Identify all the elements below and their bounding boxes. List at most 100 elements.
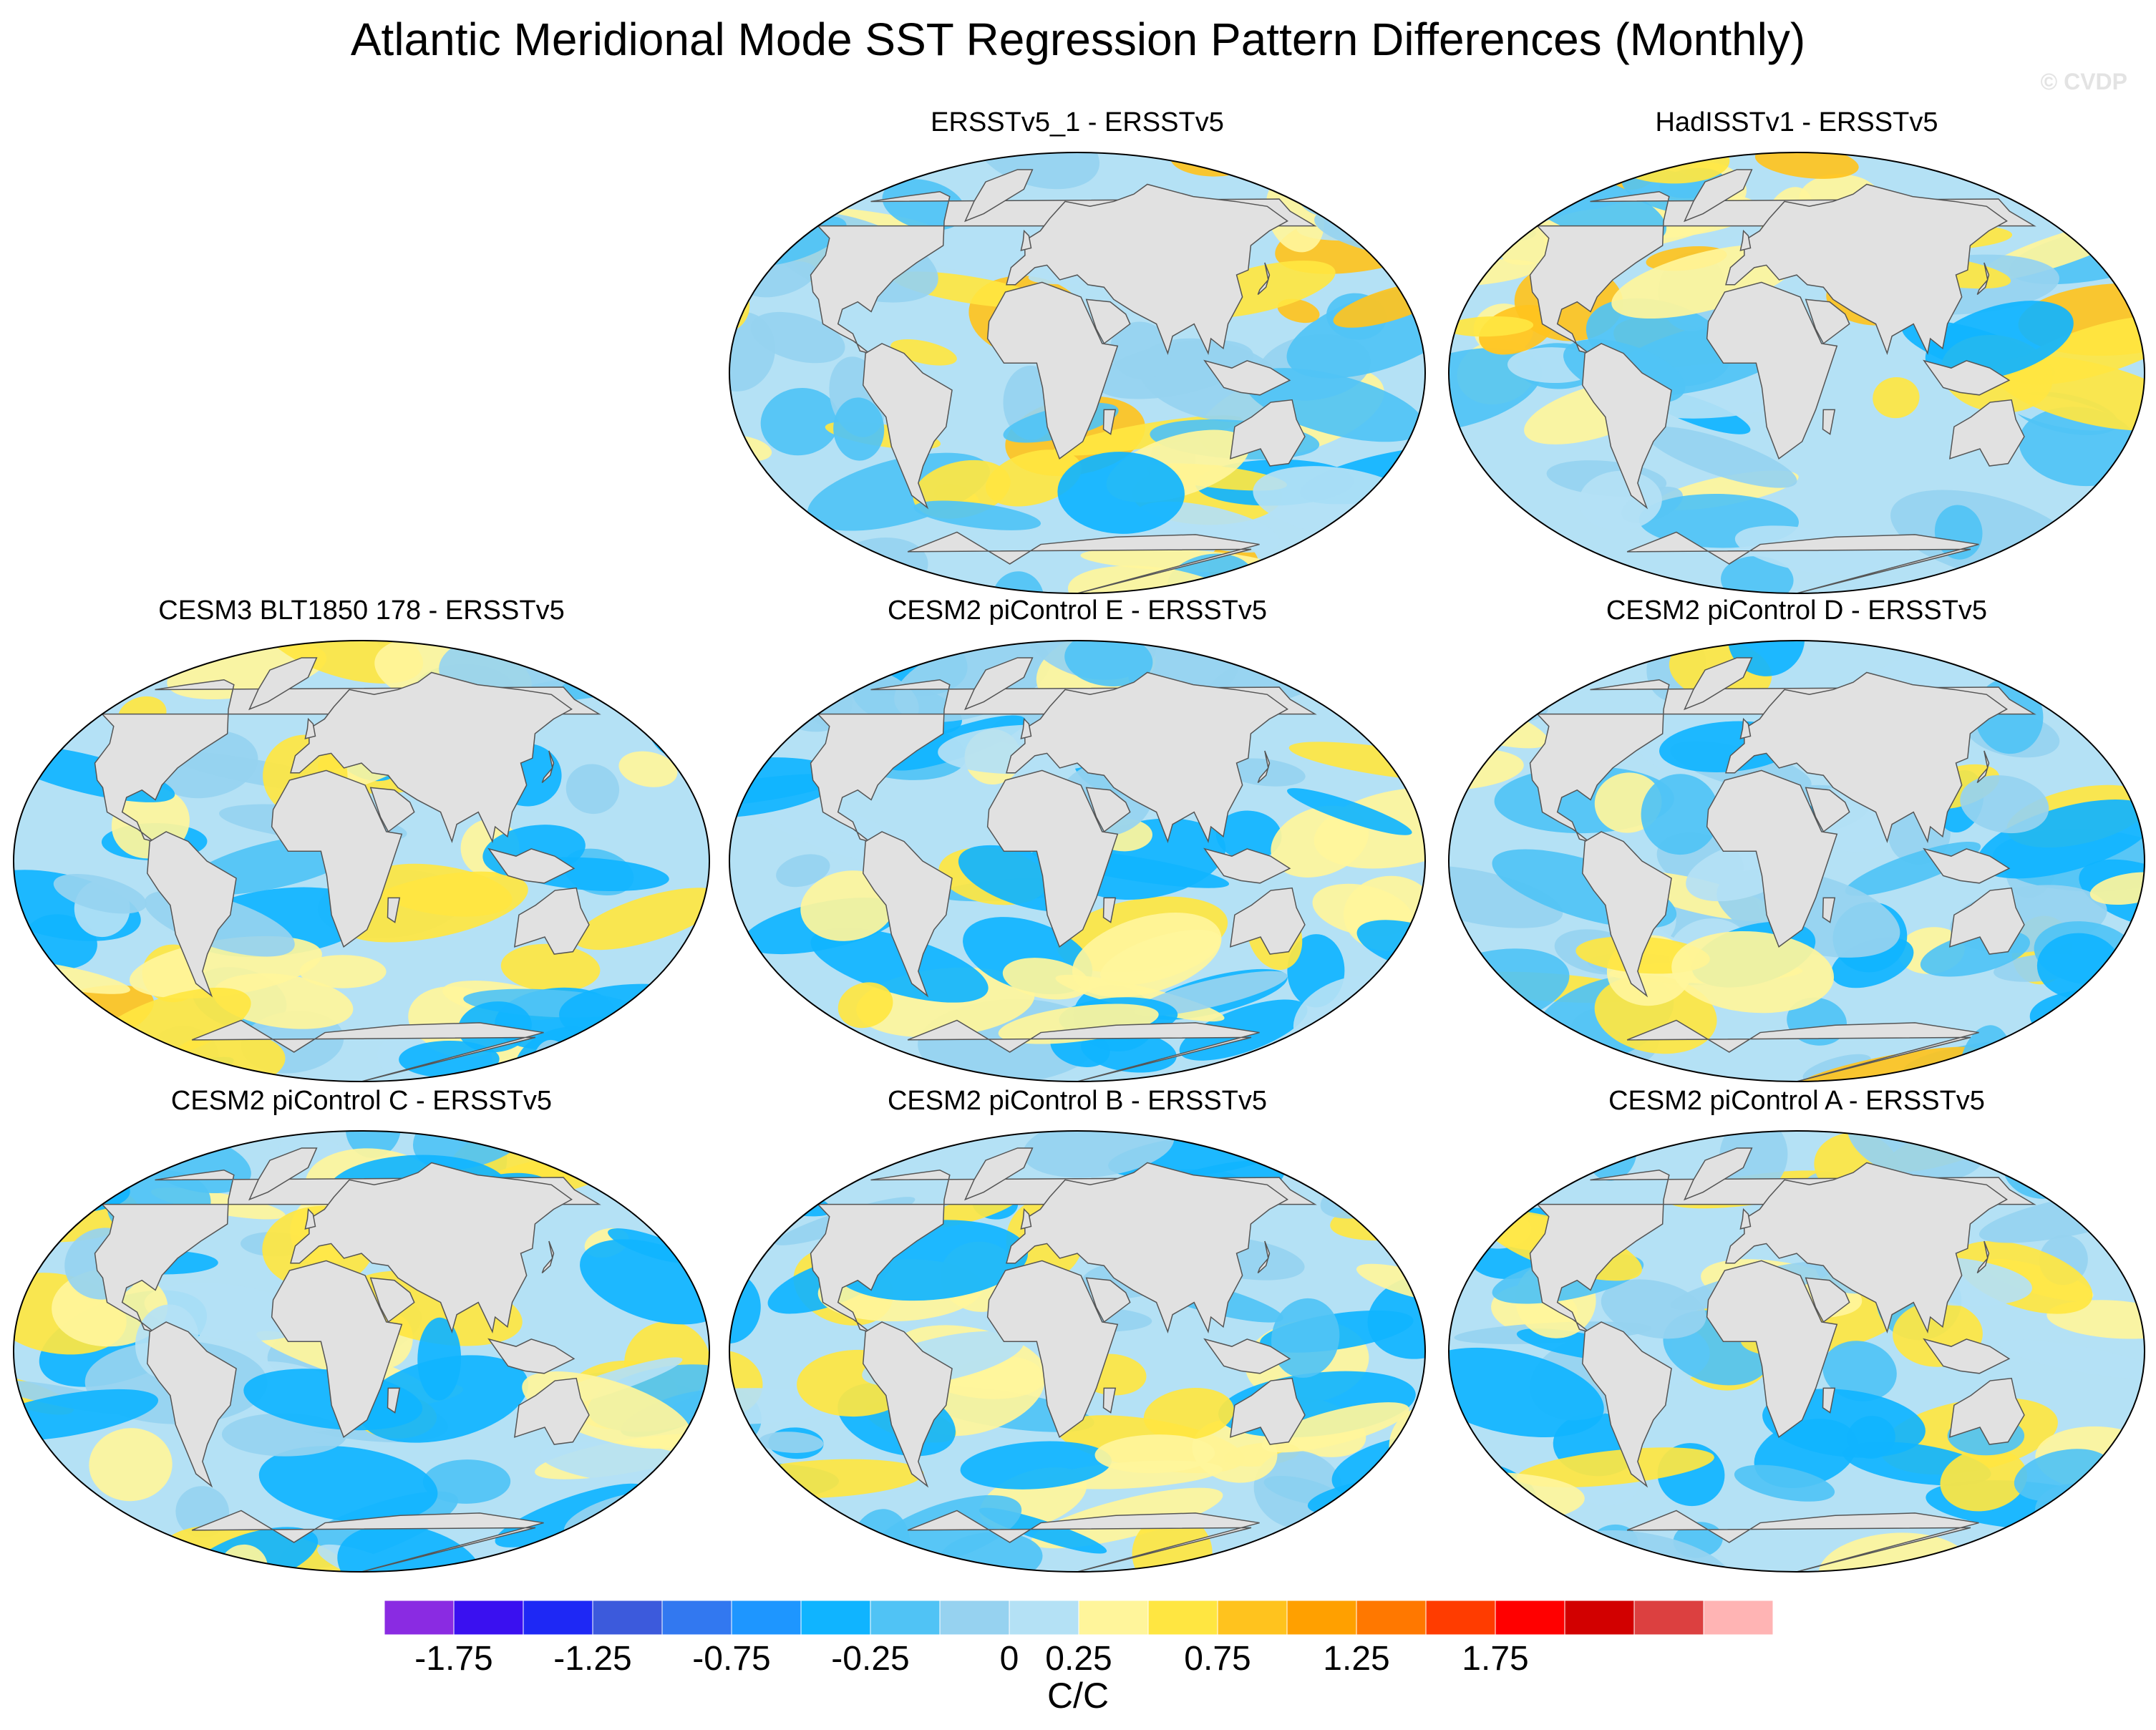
- sst-anomaly-patch: [14, 1545, 183, 1572]
- sst-anomaly-patch: [1367, 1275, 1425, 1359]
- africa-landmass: [986, 1260, 1119, 1438]
- sst-anomaly-patch: [1719, 1131, 1788, 1194]
- colorbar-swatch: [1078, 1600, 1149, 1635]
- map-panel-8: CESM2 piControl A - ERSSTv5: [1442, 1086, 2151, 1580]
- north-america-landmass: [94, 679, 601, 842]
- sst-anomaly-patch: [1271, 805, 1369, 878]
- sst-anomaly-patch: [299, 955, 387, 988]
- sst-anomaly-patch: [1578, 470, 1662, 531]
- sst-anomaly-patch: [1064, 641, 1153, 687]
- arabia-landmass: [1085, 298, 1131, 345]
- japan-landmass: [1976, 750, 1990, 784]
- sst-field: [729, 641, 1425, 1082]
- sst-anomaly-patch: [1449, 641, 1558, 713]
- sst-field: [14, 641, 709, 1082]
- panel-title: CESM2 piControl D - ERSSTv5: [1606, 596, 1988, 626]
- uk-landmass: [1020, 717, 1032, 739]
- map-panel-7: CESM2 piControl B - ERSSTv5: [723, 1086, 1432, 1580]
- sst-anomaly-patch: [975, 152, 1100, 190]
- map-outline: [13, 1130, 710, 1573]
- sst-anomaly-patch: [14, 641, 79, 711]
- eurasia-landmass: [1006, 671, 1288, 844]
- panel-title: CESM2 piControl B - ERSSTv5: [887, 1086, 1268, 1116]
- eurasia-landmass: [290, 1162, 573, 1334]
- sst-anomaly-patch: [1734, 1464, 1835, 1502]
- sst-anomaly-patch: [337, 1524, 484, 1572]
- madagascar-landmass: [1822, 409, 1836, 435]
- sst-anomaly-patch: [1940, 1448, 2027, 1512]
- sst-anomaly-patch: [1287, 788, 1412, 835]
- sst-anomaly-patch: [1516, 1447, 1714, 1487]
- colorbar-swatch: [1009, 1600, 1079, 1635]
- madagascar-landmass: [1822, 897, 1836, 923]
- antarctica-landmass: [907, 1019, 1260, 1082]
- colorbar-swatch: [1703, 1600, 1773, 1635]
- colorbar-tick-label: -1.75: [414, 1640, 493, 1678]
- uk-landmass: [304, 717, 316, 739]
- map-panel-6: CESM2 piControl C - ERSSTv5: [7, 1086, 716, 1580]
- sst-anomaly-patch: [729, 1388, 837, 1425]
- colorbar-tick-label: -1.25: [553, 1640, 632, 1678]
- sst-anomaly-patch: [1601, 1279, 1706, 1339]
- sst-anomaly-patch: [913, 500, 1041, 530]
- sst-anomaly-patch: [1999, 1339, 2145, 1379]
- sst-anomaly-patch: [2089, 872, 2145, 905]
- arabia-landmass: [1805, 298, 1850, 345]
- sst-anomaly-patch: [345, 1131, 402, 1158]
- sst-anomaly-patch: [729, 987, 789, 1046]
- sst-anomaly-patch: [618, 751, 678, 787]
- colorbar-swatch: [731, 1600, 802, 1635]
- colorbar-swatch: [592, 1600, 663, 1635]
- sst-anomaly-patch: [1057, 452, 1185, 534]
- sst-anomaly-patch: [1977, 800, 2145, 879]
- world-map: [1448, 640, 2145, 1082]
- indonesia-landmass: [487, 847, 576, 884]
- sst-anomaly-patch: [1094, 1434, 1215, 1474]
- sst-field: [1449, 152, 2145, 593]
- sst-anomaly-patch: [2028, 1535, 2088, 1572]
- sst-anomaly-patch: [1449, 316, 1534, 337]
- sst-anomaly-patch: [1261, 1402, 1409, 1453]
- sst-anomaly-patch: [760, 387, 840, 456]
- africa-landmass: [986, 281, 1119, 460]
- sst-anomaly-patch: [1245, 368, 1425, 442]
- map-outline: [729, 640, 1426, 1082]
- sst-anomaly-patch: [960, 1441, 1112, 1490]
- panel-title: CESM2 piControl C - ERSSTv5: [170, 1086, 553, 1116]
- world-map: [1448, 1130, 2145, 1573]
- australia-landmass: [514, 1377, 590, 1445]
- uk-landmass: [1020, 229, 1032, 251]
- sst-anomaly-patch: [1645, 427, 1797, 488]
- sst-anomaly-patch: [1316, 1051, 1412, 1082]
- sst-field: [1449, 641, 2145, 1082]
- sst-anomaly-patch: [1002, 958, 1090, 1000]
- map-outline: [1448, 640, 2145, 1082]
- panel-title: CESM2 piControl A - ERSSTv5: [1608, 1086, 1985, 1116]
- sst-anomaly-patch: [500, 943, 601, 992]
- map-panel-4: CESM2 piControl E - ERSSTv5: [723, 596, 1432, 1089]
- australia-landmass: [1949, 399, 2025, 467]
- madagascar-landmass: [1102, 409, 1117, 435]
- north-america-landmass: [810, 679, 1317, 842]
- antarctica-landmass: [1626, 1019, 1979, 1082]
- panel-title: ERSSTv5_1 - ERSSTv5: [931, 107, 1224, 137]
- sst-anomaly-patch: [2045, 152, 2135, 187]
- madagascar-landmass: [1102, 1387, 1117, 1414]
- colorbar-tick-label: 1.75: [1462, 1640, 1529, 1678]
- greenland-landmass: [1683, 657, 1753, 711]
- north-america-landmass: [1529, 1169, 2036, 1333]
- north-america-landmass: [1529, 679, 2036, 842]
- greenland-landmass: [963, 169, 1034, 223]
- madagascar-landmass: [1822, 1387, 1836, 1414]
- north-america-landmass: [810, 1169, 1317, 1333]
- colorbar-tick-label: 0: [999, 1640, 1019, 1678]
- japan-landmass: [541, 1240, 555, 1274]
- japan-landmass: [1257, 1240, 1271, 1274]
- sst-anomaly-patch: [1316, 641, 1425, 699]
- sst-anomaly-patch: [14, 1049, 62, 1082]
- sst-anomaly-patch: [837, 982, 893, 1029]
- map-outline: [729, 152, 1426, 594]
- colorbar-tick-label: 0.25: [1045, 1640, 1112, 1678]
- sst-anomaly-patch: [14, 641, 87, 702]
- australia-landmass: [1230, 399, 1306, 467]
